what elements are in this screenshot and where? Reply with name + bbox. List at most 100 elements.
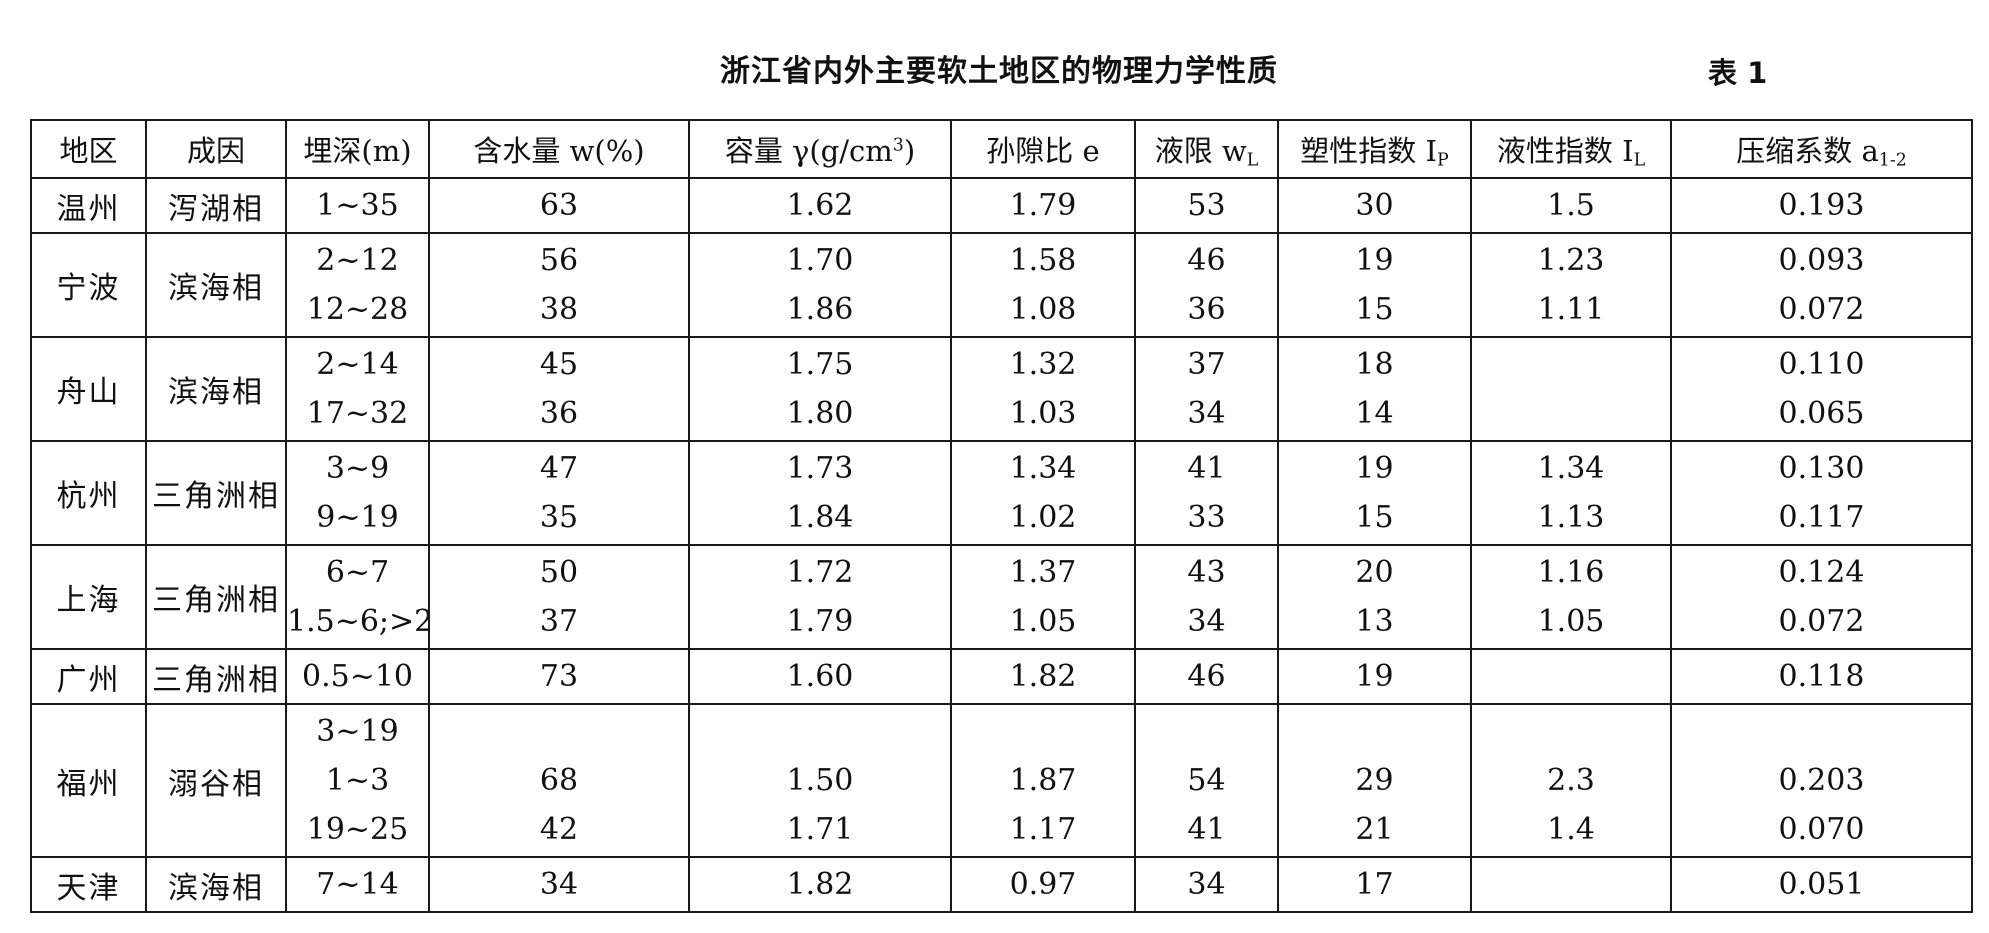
cell-value: 17 xyxy=(1355,867,1394,902)
cell-value: 1.80 xyxy=(786,396,854,431)
header-liquidity-index: 液性指数 IL xyxy=(1470,119,1672,179)
cell-value: 15 xyxy=(1355,292,1394,327)
header-text: 塑性指数 I xyxy=(1300,134,1437,168)
liquidity-index-cell: 1.5 xyxy=(1470,177,1672,234)
cell-value: 1.86 xyxy=(786,292,854,327)
void-ratio-cell: 1.87 1.17 xyxy=(950,703,1136,858)
cell-value: 1.84 xyxy=(786,500,854,535)
region-cell: 广州 xyxy=(30,648,147,705)
cell-value: 19~25 xyxy=(306,812,409,847)
header-text: 液性指数 I xyxy=(1496,134,1634,168)
region-cell: 上海 xyxy=(30,544,147,650)
liquid-limit-cell: 34 xyxy=(1134,856,1279,913)
cell-value: 41 xyxy=(1187,812,1226,847)
depth-cell: 7~14 xyxy=(285,856,430,913)
origin-cell: 泻湖相 xyxy=(145,177,287,234)
cell-value: 0.130 xyxy=(1778,451,1865,486)
header-text: 压缩系数 a xyxy=(1736,134,1879,168)
cell-value: 1.60 xyxy=(786,659,854,694)
liquid-limit-cell: 37 34 xyxy=(1134,336,1279,442)
liquidity-index-cell xyxy=(1470,856,1672,913)
origin-cell: 溺谷相 xyxy=(145,703,287,858)
unit-weight-cell: 1.62 xyxy=(688,177,952,234)
header-superscript: 3 xyxy=(892,135,904,156)
table-row: 杭州 三角洲相 3~9 9~19 47 35 1.73 1.84 1.34 1.02 41 33 19 1… xyxy=(30,440,1973,546)
compression-coef-cell: 0.118 xyxy=(1670,648,1973,705)
cell-value: 34 xyxy=(1187,604,1226,639)
cell-value: 42 xyxy=(539,812,579,847)
origin-cell: 滨海相 xyxy=(145,856,287,913)
cell-value: 33 xyxy=(1187,500,1226,535)
cell-value: 0.5~10 xyxy=(301,659,414,694)
table-row: 天津 滨海相 7~14 34 1.82 0.97 34 17 0.051 xyxy=(30,856,1973,913)
cell-value: 0.110 xyxy=(1778,347,1865,382)
depth-cell: 3~19 1~3 19~25 xyxy=(285,703,430,858)
liquid-limit-cell: 46 xyxy=(1134,648,1279,705)
table-row: 温州 泻湖相 1~35 63 1.62 1.79 53 30 1.5 0.193 xyxy=(30,177,1973,234)
compression-coef-cell: 0.203 0.070 xyxy=(1670,703,1973,858)
cell-value: 1.79 xyxy=(1009,188,1077,223)
header-void-ratio: 孙隙比 e xyxy=(950,119,1136,179)
cell-value: 56 xyxy=(539,243,579,278)
cell-value: 0.093 xyxy=(1778,243,1865,278)
water-content-cell: 63 xyxy=(428,177,690,234)
cell-value: 1.02 xyxy=(1009,500,1077,535)
cell-value xyxy=(953,707,1133,756)
cell-value: 38 xyxy=(539,292,579,327)
cell-value: 0.072 xyxy=(1778,292,1865,327)
origin-cell: 三角洲相 xyxy=(145,648,287,705)
compression-coef-cell: 0.051 xyxy=(1670,856,1973,913)
cell-value: 3~9 xyxy=(325,451,390,486)
cell-value: 1.62 xyxy=(786,188,854,223)
header-text: 孙隙比 e xyxy=(986,134,1100,168)
cell-value: 73 xyxy=(539,659,579,694)
cell-value: 1.34 xyxy=(1009,451,1077,486)
header-text: 液限 w xyxy=(1154,134,1247,168)
cell-value: 34 xyxy=(1187,867,1226,902)
plasticity-index-cell: 19 xyxy=(1277,648,1472,705)
plasticity-index-cell: 19 15 xyxy=(1277,440,1472,546)
cell-value: 17~32 xyxy=(306,396,409,431)
origin-cell: 滨海相 xyxy=(145,232,287,338)
cell-value xyxy=(1473,707,1669,756)
origin-cell: 滨海相 xyxy=(145,336,287,442)
unit-weight-cell: 1.75 1.80 xyxy=(688,336,952,442)
cell-value: 1.82 xyxy=(1009,659,1077,694)
document-title: 浙江省内外主要软土地区的物理力学性质 xyxy=(720,54,1278,89)
header-water-content: 含水量 w(%) xyxy=(428,119,690,179)
cell-value: 37 xyxy=(539,604,579,639)
water-content-cell: 34 xyxy=(428,856,690,913)
liquidity-index-cell xyxy=(1470,336,1672,442)
depth-cell: 2~14 17~32 xyxy=(285,336,430,442)
cell-value: 45 xyxy=(539,347,579,382)
header-liquid-limit: 液限 wL xyxy=(1134,119,1279,179)
cell-value: 30 xyxy=(1355,188,1394,223)
cell-value: 1.32 xyxy=(1009,347,1077,382)
cell-value: 1.5 xyxy=(1547,188,1595,223)
cell-value: 3~19 xyxy=(316,714,399,749)
cell-value: 68 xyxy=(539,763,579,798)
cell-value: 19 xyxy=(1355,243,1394,278)
cell-value: 0.117 xyxy=(1778,500,1865,535)
compression-coef-cell: 0.130 0.117 xyxy=(1670,440,1973,546)
cell-value: 0.072 xyxy=(1778,604,1865,639)
header-subscript: 1-2 xyxy=(1878,150,1907,171)
compression-coef-cell: 0.193 xyxy=(1670,177,1973,234)
cell-value: 36 xyxy=(1187,292,1226,327)
void-ratio-cell: 1.58 1.08 xyxy=(950,232,1136,338)
liquid-limit-cell: 41 33 xyxy=(1134,440,1279,546)
liquid-limit-cell: 53 xyxy=(1134,177,1279,234)
header-subscript: P xyxy=(1436,150,1449,171)
cell-value xyxy=(1673,707,1970,756)
plasticity-index-cell: 20 13 xyxy=(1277,544,1472,650)
cell-value: 0.203 xyxy=(1778,763,1865,798)
plasticity-index-cell: 18 14 xyxy=(1277,336,1472,442)
plasticity-index-cell: 17 xyxy=(1277,856,1472,913)
cell-value: 46 xyxy=(1187,659,1226,694)
header-tail: ) xyxy=(903,134,916,168)
cell-value: 0.065 xyxy=(1778,396,1865,431)
cell-value: 34 xyxy=(1187,396,1226,431)
cell-value: 9~19 xyxy=(316,500,399,535)
cell-value: 1~35 xyxy=(316,188,399,223)
cell-value: 1.79 xyxy=(786,604,854,639)
